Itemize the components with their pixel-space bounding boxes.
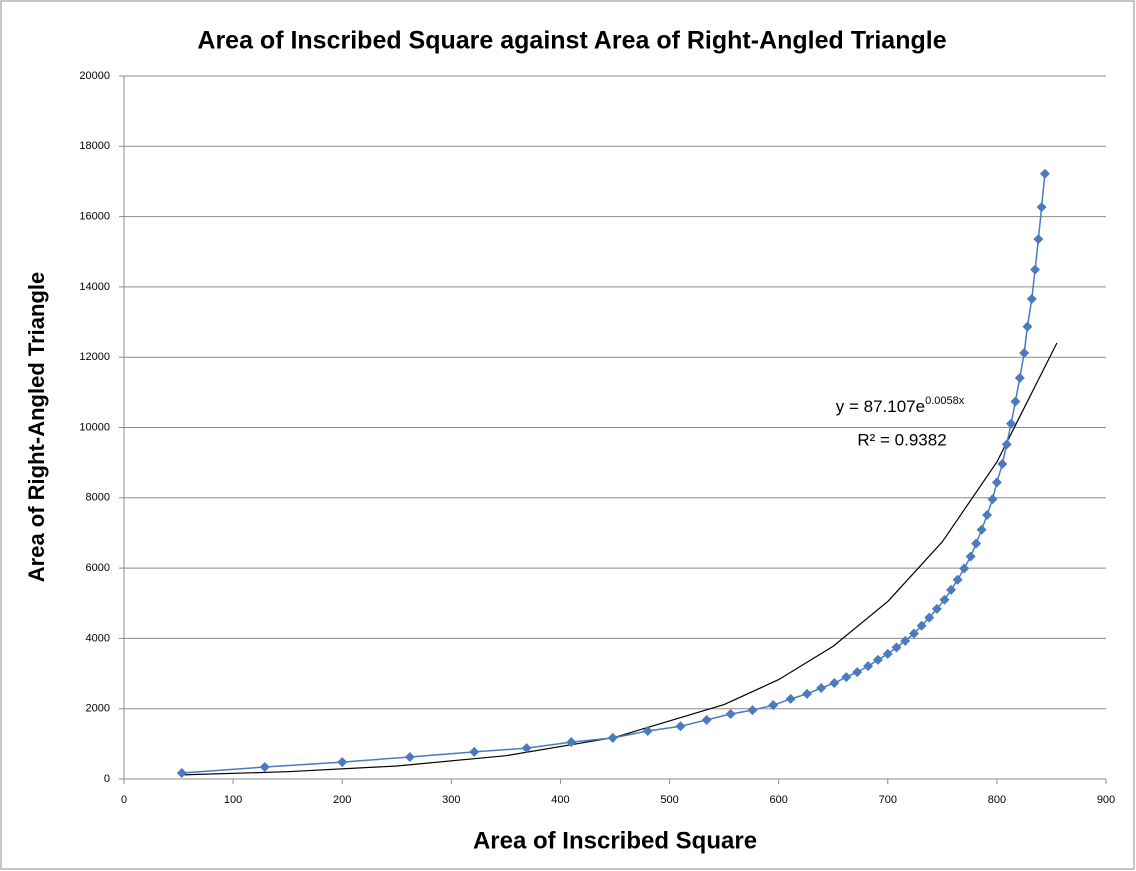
marker [965, 551, 976, 562]
marker [976, 524, 987, 535]
marker [1033, 234, 1044, 245]
y-tick-label: 12000 [79, 351, 110, 363]
marker [816, 682, 827, 693]
marker [946, 584, 957, 595]
marker [1026, 293, 1037, 304]
marker [1006, 418, 1017, 429]
marker [1039, 168, 1050, 179]
x-tick-label: 600 [769, 794, 787, 806]
r-squared: R² = 0.9382 [857, 430, 946, 449]
x-tick-label: 800 [988, 794, 1006, 806]
marker [1014, 372, 1025, 383]
marker [997, 459, 1008, 470]
marker [566, 737, 577, 748]
marker [959, 563, 970, 574]
marker [841, 672, 852, 683]
y-tick-label: 20000 [79, 70, 110, 82]
marker [607, 732, 618, 743]
trendline [181, 342, 1058, 776]
marker [952, 574, 963, 585]
marker [1010, 396, 1021, 407]
marker [991, 477, 1002, 488]
marker [852, 667, 863, 678]
marker [176, 768, 187, 779]
y-tick-label: 2000 [86, 703, 110, 715]
x-axis-label: Area of Inscribed Square [473, 827, 757, 854]
marker [521, 743, 532, 754]
trendline-equation: y = 87.107e0.0058x [836, 395, 965, 417]
marker [469, 746, 480, 757]
y-tick-label: 8000 [86, 492, 110, 504]
marker [802, 688, 813, 699]
marker [725, 708, 736, 719]
marker [924, 612, 935, 623]
marker [872, 654, 883, 665]
x-tick-label: 500 [660, 794, 678, 806]
marker [982, 510, 993, 521]
marker [1030, 264, 1041, 275]
marker [642, 726, 653, 737]
marker [337, 757, 348, 768]
equation-base: y = 87.107e [836, 397, 925, 416]
marker [1022, 321, 1033, 332]
y-tick-label: 14000 [79, 281, 110, 293]
y-tick-label: 10000 [79, 421, 110, 433]
marker [1001, 439, 1012, 450]
marker [675, 721, 686, 732]
marker [971, 538, 982, 549]
x-tick-label: 700 [879, 794, 897, 806]
marker [891, 642, 902, 653]
x-tick-label: 300 [442, 794, 460, 806]
x-tick-label: 200 [333, 794, 351, 806]
marker [1036, 202, 1047, 213]
marker [900, 635, 911, 646]
x-tick-label: 0 [121, 794, 127, 806]
marker [404, 752, 415, 763]
y-tick-label: 18000 [79, 140, 110, 152]
chart-title: Area of Inscribed Square against Area of… [197, 27, 946, 55]
marker [931, 603, 942, 614]
marker [939, 594, 950, 605]
marker [259, 762, 270, 773]
marker [785, 693, 796, 704]
marker [768, 700, 779, 711]
x-tick-label: 400 [551, 794, 569, 806]
x-tick-label: 100 [224, 794, 242, 806]
x-tick-label: 900 [1097, 794, 1115, 806]
marker [908, 628, 919, 639]
marker [916, 620, 927, 631]
y-tick-label: 0 [104, 773, 110, 785]
marker [882, 648, 893, 659]
y-tick-label: 16000 [79, 211, 110, 223]
marker [701, 714, 712, 725]
marker [987, 494, 998, 505]
y-axis-label: Area of Right-Angled Triangle [24, 272, 49, 582]
marker [747, 705, 758, 716]
y-tick-label: 4000 [86, 632, 110, 644]
marker [1019, 347, 1030, 358]
y-tick-label: 6000 [86, 562, 110, 574]
equation-exponent: 0.0058x [925, 395, 965, 407]
marker [829, 678, 840, 689]
marker [863, 661, 874, 672]
